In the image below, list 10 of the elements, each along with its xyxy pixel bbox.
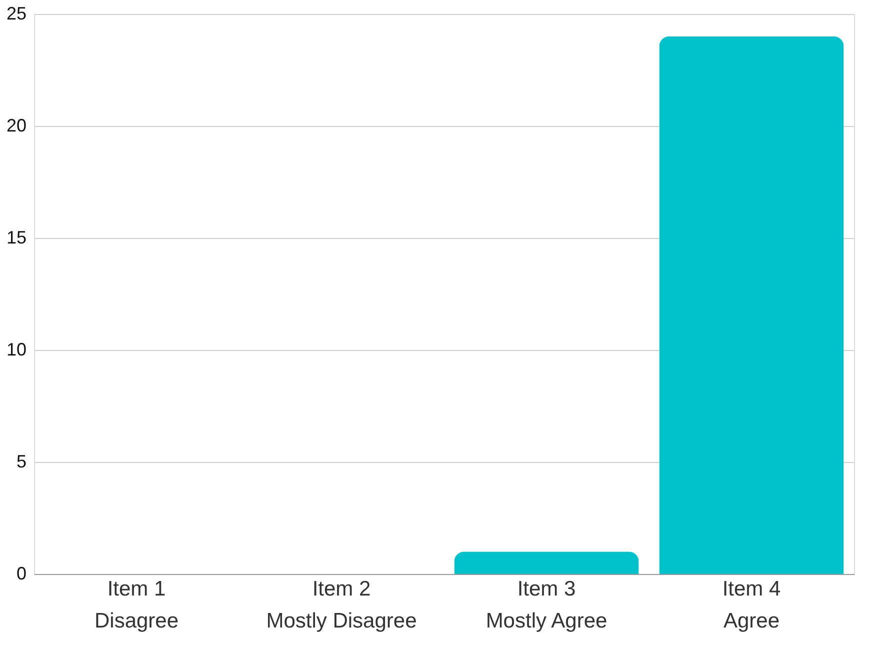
x-tick-label: Item 3 Mostly Agree — [486, 578, 608, 632]
y-tick-label: 0 — [16, 564, 26, 584]
y-tick-label: 15 — [6, 228, 26, 248]
x-tick-label: Item 2 Mostly Disagree — [266, 578, 417, 632]
y-tick-label: 5 — [16, 452, 26, 472]
x-tick-label: Item 4 Agree — [722, 578, 781, 632]
y-tick-label: 25 — [6, 4, 26, 24]
y-tick-label: 20 — [6, 116, 26, 136]
y-tick-label: 10 — [6, 340, 26, 360]
x-tick-label: Item 1 Disagree — [94, 578, 179, 632]
